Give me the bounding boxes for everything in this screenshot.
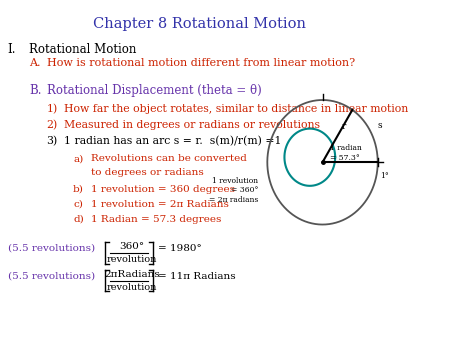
Text: 1): 1) xyxy=(47,104,58,115)
Text: (5.5 revolutions): (5.5 revolutions) xyxy=(8,244,95,253)
Text: Rotational Motion: Rotational Motion xyxy=(29,43,136,55)
Text: d): d) xyxy=(73,215,84,224)
Text: A.: A. xyxy=(29,58,40,69)
Text: 1 Radian = 57.3 degrees: 1 Radian = 57.3 degrees xyxy=(91,215,221,224)
Text: c): c) xyxy=(73,200,83,209)
Text: r: r xyxy=(342,122,346,131)
Text: 1 radian has an arc s = r.  s(m)/r(m) =1: 1 radian has an arc s = r. s(m)/r(m) =1 xyxy=(64,136,282,146)
Text: 1 radian
= 57.3°: 1 radian = 57.3° xyxy=(329,144,361,162)
Text: b): b) xyxy=(73,185,84,194)
Text: (5.5 revolutions): (5.5 revolutions) xyxy=(8,271,95,281)
Text: Rotational Displacement (theta = θ): Rotational Displacement (theta = θ) xyxy=(47,84,261,97)
Text: 2πRadians: 2πRadians xyxy=(104,270,160,279)
Text: 3): 3) xyxy=(47,136,58,146)
Text: = 1980°: = 1980° xyxy=(158,244,202,253)
Text: How is rotational motion different from linear motion?: How is rotational motion different from … xyxy=(47,58,355,69)
Text: B.: B. xyxy=(29,84,41,97)
Text: Revolutions can be converted: Revolutions can be converted xyxy=(91,154,247,163)
Text: 1°: 1° xyxy=(380,172,389,180)
Text: s: s xyxy=(378,121,382,130)
Text: a): a) xyxy=(73,154,83,163)
Text: Chapter 8 Rotational Motion: Chapter 8 Rotational Motion xyxy=(93,17,306,31)
Text: revolution: revolution xyxy=(107,283,157,292)
Text: 1 revolution
= 360°
= 2π radians: 1 revolution = 360° = 2π radians xyxy=(209,177,258,203)
Text: 360°: 360° xyxy=(119,242,144,251)
Text: 2): 2) xyxy=(47,120,58,130)
Text: Measured in degrees or radians or revolutions: Measured in degrees or radians or revolu… xyxy=(64,120,320,130)
Text: 1 revolution = 360 degrees: 1 revolution = 360 degrees xyxy=(91,185,235,194)
Text: How far the object rotates, similar to distance in linear motion: How far the object rotates, similar to d… xyxy=(64,104,409,114)
Text: I.: I. xyxy=(8,43,16,55)
Text: 1 revolution = 2π Radians: 1 revolution = 2π Radians xyxy=(91,200,229,209)
Text: revolution: revolution xyxy=(107,255,157,264)
Text: to degrees or radians: to degrees or radians xyxy=(91,168,203,177)
Text: = 11π Radians: = 11π Radians xyxy=(158,271,235,281)
